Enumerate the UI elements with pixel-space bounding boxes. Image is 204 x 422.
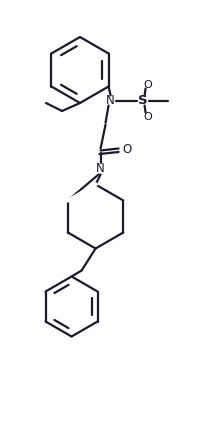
Text: O: O bbox=[121, 143, 131, 156]
Text: S: S bbox=[137, 94, 147, 107]
Text: N: N bbox=[96, 162, 104, 175]
Text: N: N bbox=[106, 94, 114, 107]
Text: O: O bbox=[143, 111, 151, 122]
Text: O: O bbox=[143, 79, 151, 89]
